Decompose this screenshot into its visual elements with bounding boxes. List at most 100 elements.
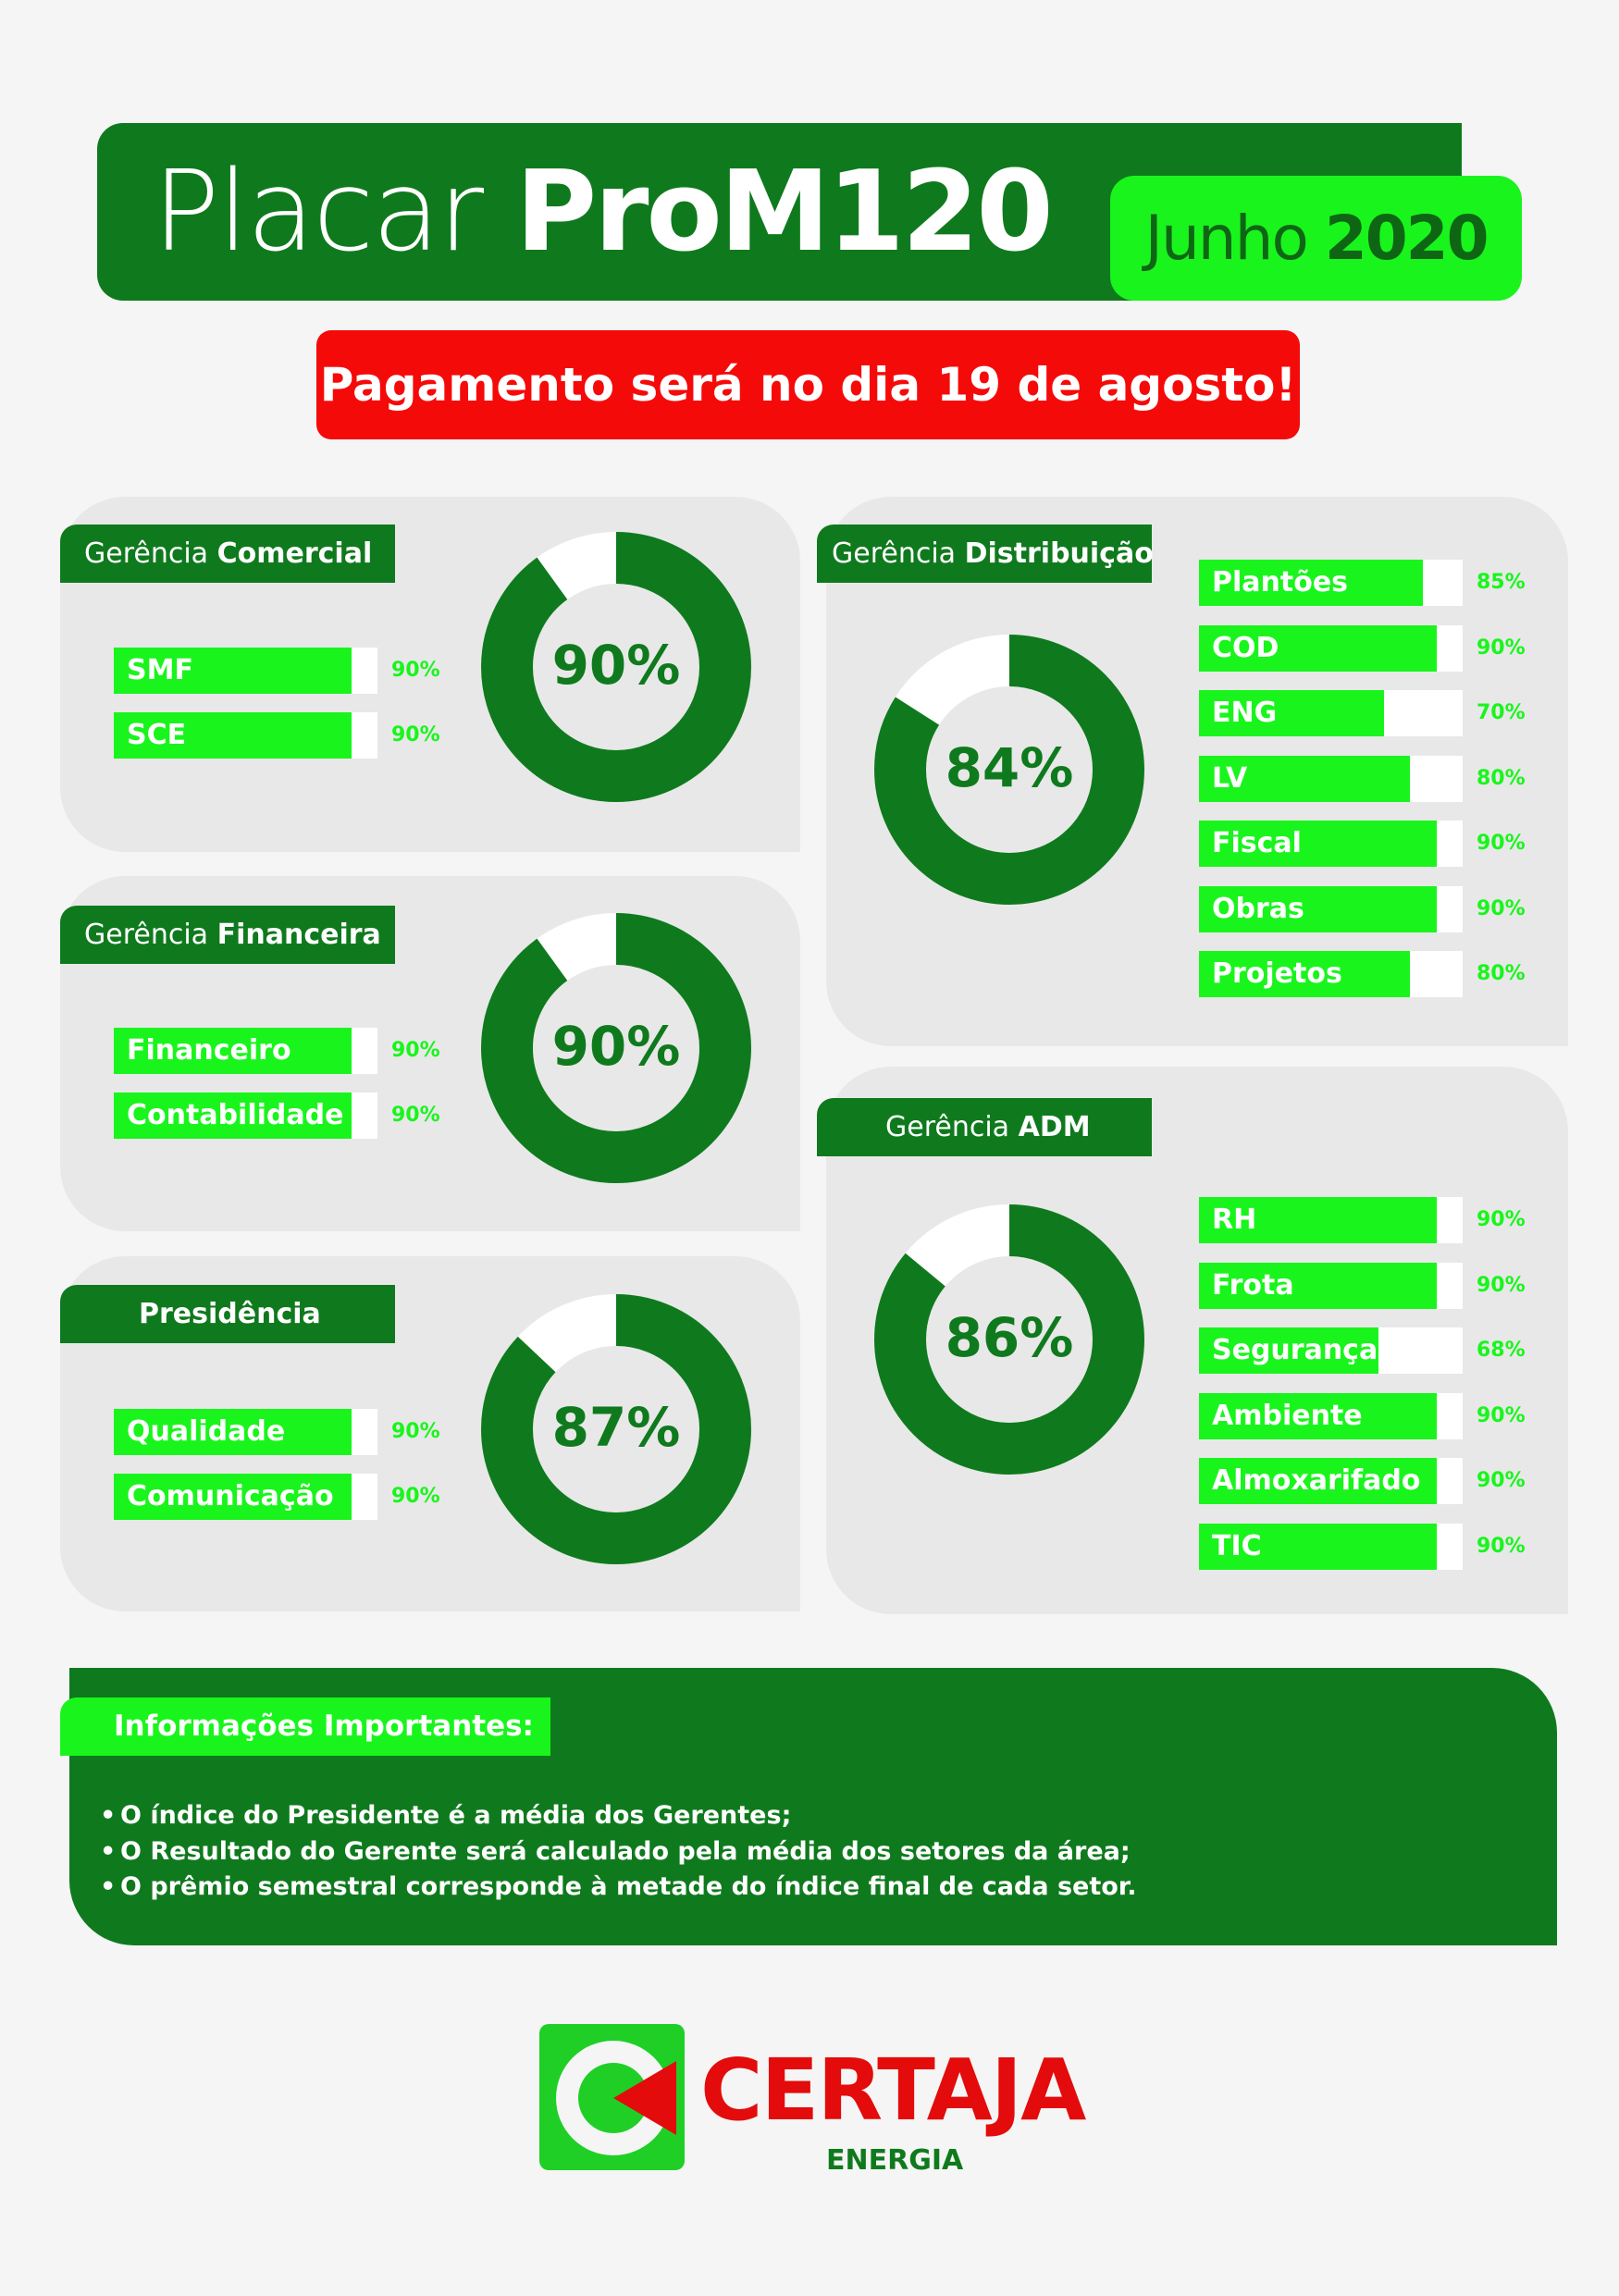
bar-fill: SMF	[114, 648, 352, 694]
bar-row-distribuicao-5: Fiscal 90%	[1199, 821, 1569, 867]
bar-value-label: 70%	[1477, 701, 1526, 724]
bar-row-presidencia-1: Qualidade 90%	[114, 1409, 484, 1455]
bar-track: Segurança	[1199, 1327, 1463, 1374]
bar-fill: ENG	[1199, 690, 1384, 736]
bar-fill: Plantões	[1199, 560, 1423, 606]
bar-track: LV	[1199, 755, 1463, 802]
tag-presidencia: Presidência	[60, 1285, 395, 1343]
bar-value-label: 90%	[1477, 1534, 1526, 1558]
bar-fill: Fiscal	[1199, 821, 1437, 867]
bar-row-distribuicao-1: Plantões 85%	[1199, 560, 1569, 606]
bar-fill: Comunicação	[114, 1474, 352, 1520]
bar-row-adm-6: TIC 90%	[1199, 1523, 1569, 1570]
donut-arc	[481, 532, 751, 802]
page-title: Placar ProM120	[153, 148, 1054, 277]
bar-track: Contabilidade	[114, 1092, 377, 1139]
donut-value-comercial: 90%	[551, 634, 681, 697]
bar-fill: Ambiente	[1199, 1392, 1437, 1439]
bar-row-distribuicao-4: LV 80%	[1199, 755, 1569, 802]
bar-track: Financeiro	[114, 1028, 377, 1074]
bar-fill: SCE	[114, 712, 352, 759]
bar-value-label: 90%	[391, 659, 440, 682]
bar-value-label: 90%	[1477, 832, 1526, 855]
bar-fill: Segurança	[1199, 1327, 1378, 1374]
bar-value-label: 90%	[391, 723, 440, 747]
bar-fill: LV	[1199, 755, 1410, 802]
bar-fill: Qualidade	[114, 1409, 352, 1455]
bar-track: Ambiente	[1199, 1392, 1463, 1439]
bar-row-presidencia-2: Comunicação 90%	[114, 1474, 484, 1520]
bar-track: Plantões	[1199, 560, 1463, 606]
bar-row-distribuicao-7: Projetos 80%	[1199, 951, 1569, 997]
certaja-logo-icon	[539, 2024, 685, 2170]
bar-value-label: 90%	[1477, 1403, 1526, 1427]
tag-gerencia-comercial: Gerência Comercial	[60, 525, 395, 583]
bar-row-financeira-2: Contabilidade 90%	[114, 1092, 484, 1139]
bar-track: Projetos	[1199, 951, 1463, 997]
donut-chart-financeira	[481, 913, 751, 1183]
bar-fill: Projetos	[1199, 951, 1410, 997]
info-title: Informações Importantes:	[60, 1697, 550, 1756]
info-line-1: O índice do Presidente é a média dos Ger…	[100, 1801, 791, 1830]
tag-gerencia-financeira: Gerência Financeira	[60, 906, 395, 964]
bar-fill: Obras	[1199, 885, 1437, 932]
bar-row-adm-2: Frota 90%	[1199, 1262, 1569, 1309]
bar-track: Frota	[1199, 1262, 1463, 1309]
bar-row-adm-3: Segurança 68%	[1199, 1327, 1569, 1374]
bar-track: TIC	[1199, 1523, 1463, 1570]
bar-row-adm-1: RH 90%	[1199, 1197, 1569, 1243]
bar-value-label: 90%	[1477, 1208, 1526, 1231]
bar-row-distribuicao-6: Obras 90%	[1199, 885, 1569, 932]
donut-chart-adm	[874, 1204, 1144, 1475]
bar-track: ENG	[1199, 690, 1463, 736]
donut-chart-presidencia	[481, 1294, 751, 1564]
donut-value-financeira: 90%	[551, 1015, 681, 1078]
bar-value-label: 68%	[1477, 1339, 1526, 1362]
logo-subtitle: ENERGIA	[826, 2144, 964, 2177]
bar-track: Almoxarifado	[1199, 1458, 1463, 1504]
bar-value-label: 90%	[1477, 1469, 1526, 1492]
donut-value-presidencia: 87%	[551, 1396, 681, 1459]
donut-arc	[481, 1294, 751, 1564]
bar-fill: Financeiro	[114, 1028, 352, 1074]
bar-value-label: 90%	[391, 1485, 440, 1508]
tag-gerencia-adm: Gerência ADM	[817, 1098, 1152, 1156]
bar-fill: Contabilidade	[114, 1092, 352, 1139]
bar-row-comercial-2: SCE 90%	[114, 712, 484, 759]
bar-row-financeira-1: Financeiro 90%	[114, 1028, 484, 1074]
donut-chart-distribuicao	[874, 635, 1144, 905]
bar-fill: RH	[1199, 1197, 1437, 1243]
bar-value-label: 90%	[391, 1420, 440, 1443]
tag-gerencia-distribuicao: Gerência Distribuição	[817, 525, 1154, 583]
donut-value-adm: 86%	[945, 1306, 1074, 1369]
payment-notice: Pagamento será no dia 19 de agosto!	[316, 330, 1300, 439]
bar-value-label: 85%	[1477, 571, 1526, 594]
bar-row-comercial-1: SMF 90%	[114, 648, 484, 694]
bar-value-label: 90%	[391, 1039, 440, 1062]
bar-value-label: 80%	[1477, 766, 1526, 790]
donut-chart-comercial	[481, 532, 751, 802]
bar-fill: TIC	[1199, 1523, 1437, 1570]
bar-track: SMF	[114, 648, 377, 694]
bar-track: Qualidade	[114, 1409, 377, 1455]
bar-value-label: 90%	[1477, 1273, 1526, 1297]
info-line-2: O Resultado do Gerente será calculado pe…	[100, 1837, 1131, 1866]
donut-arc	[481, 913, 751, 1183]
bar-track: SCE	[114, 712, 377, 759]
bar-track: Fiscal	[1199, 821, 1463, 867]
bar-row-distribuicao-3: ENG 70%	[1199, 690, 1569, 736]
logo-wordmark: CERTAJA	[700, 2041, 1086, 2140]
bar-track: Obras	[1199, 885, 1463, 932]
bar-row-adm-4: Ambiente 90%	[1199, 1392, 1569, 1439]
bar-value-label: 90%	[391, 1104, 440, 1127]
bar-row-distribuicao-2: COD 90%	[1199, 624, 1569, 672]
bar-track: COD	[1199, 624, 1463, 672]
donut-arc	[874, 1204, 1144, 1475]
donut-arc	[874, 635, 1144, 905]
bar-row-adm-5: Almoxarifado 90%	[1199, 1458, 1569, 1504]
bar-value-label: 90%	[1477, 636, 1526, 660]
bar-track: Comunicação	[114, 1474, 377, 1520]
bar-fill: Frota	[1199, 1262, 1437, 1309]
info-line-3: O prêmio semestral corresponde à metade …	[100, 1872, 1137, 1901]
donut-value-distribuicao: 84%	[945, 736, 1074, 799]
